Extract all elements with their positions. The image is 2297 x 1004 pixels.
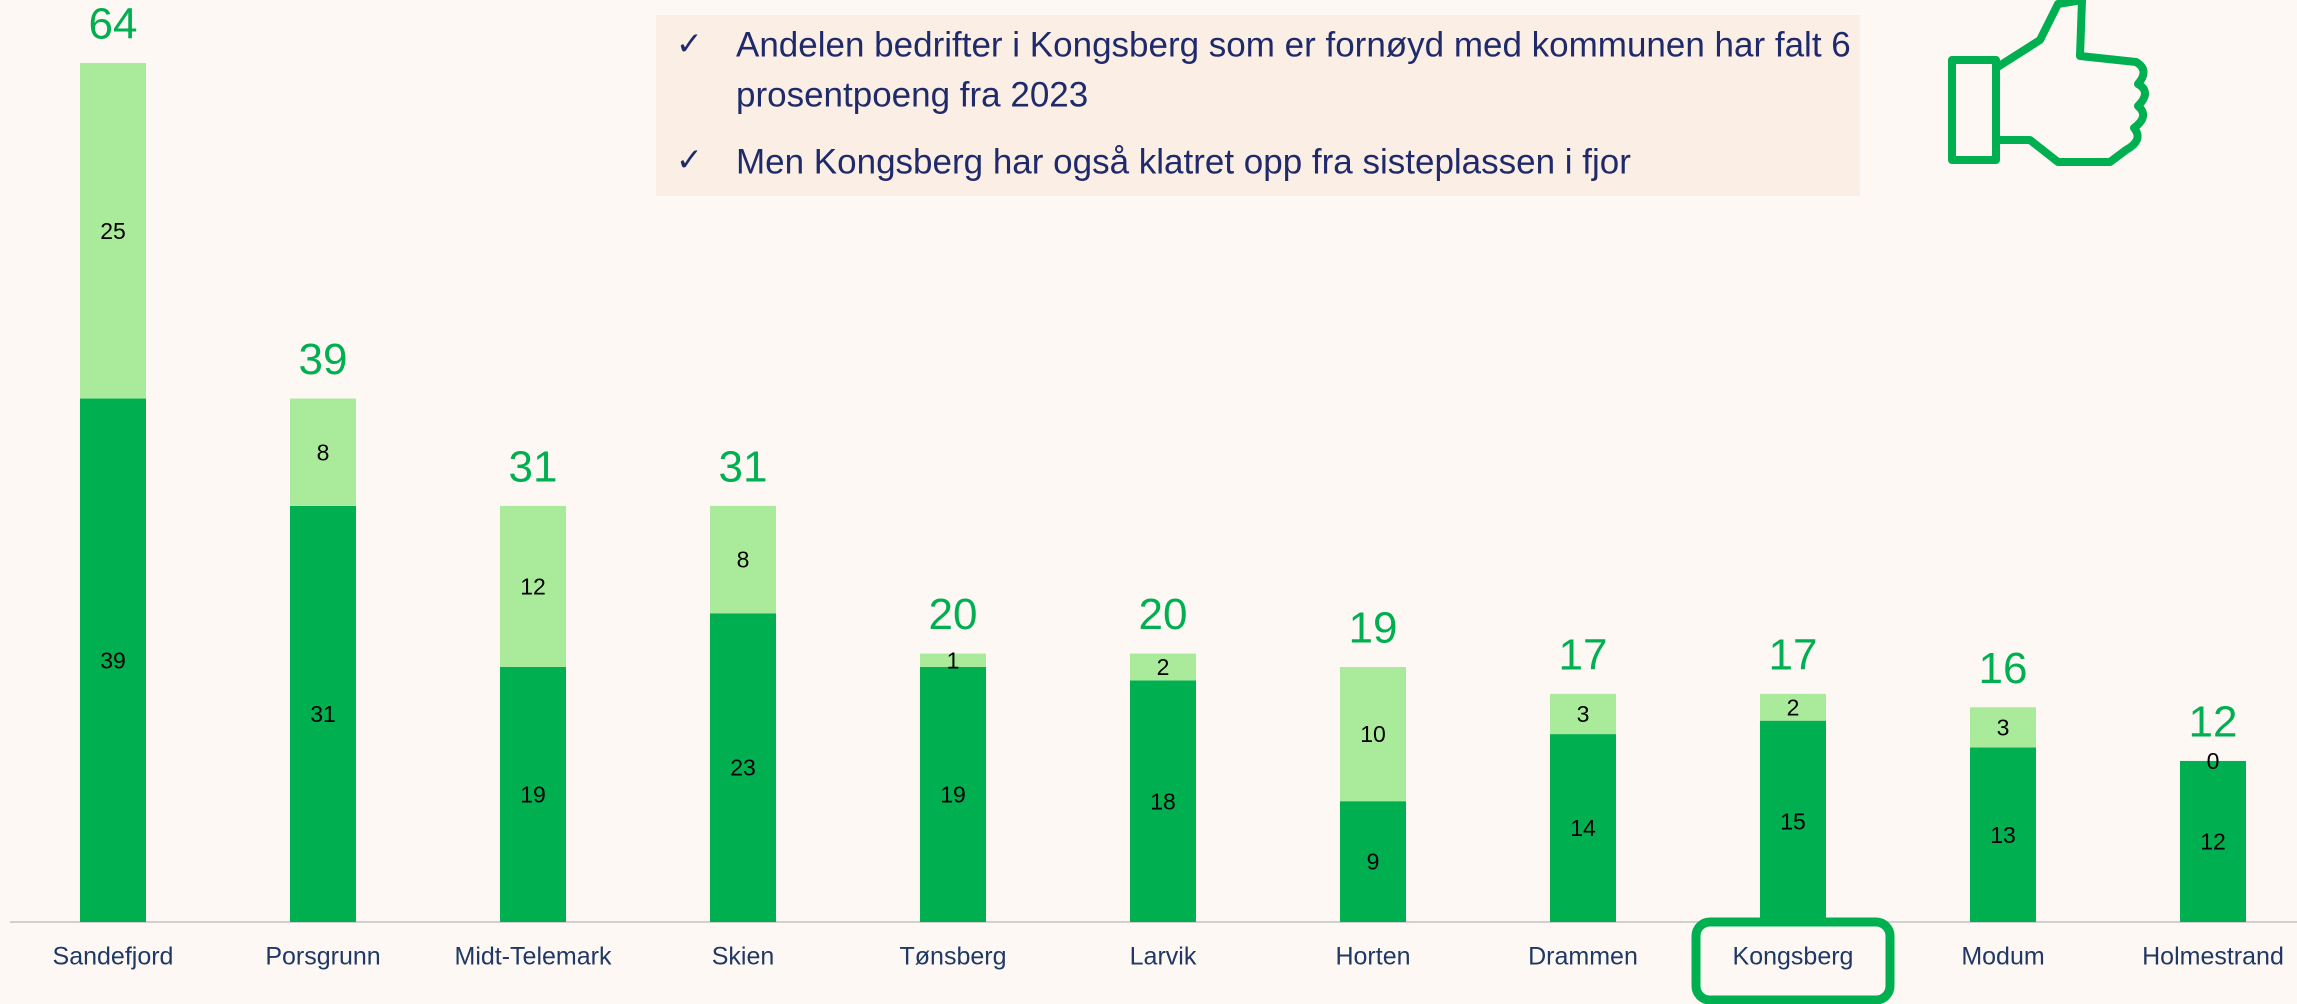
bar-segment (1130, 680, 1196, 922)
value-label: 1 (947, 647, 960, 673)
bar-segment (1130, 653, 1196, 681)
value-label: 39 (100, 647, 126, 673)
annotation: prosentpoeng fra 2023 (736, 75, 1088, 114)
value-label: 12 (520, 574, 546, 600)
bar-segment (1550, 734, 1616, 922)
bar-segment (80, 398, 146, 922)
total-label: 31 (719, 443, 768, 492)
bar-segment (500, 505, 566, 667)
x-tick-label: Holmestrand (2142, 943, 2284, 971)
bar-segment (1760, 693, 1826, 721)
total-label: 17 (1559, 630, 1608, 679)
bar-segment (1970, 747, 2036, 922)
total-label: 20 (1139, 590, 1188, 639)
bar-segment (80, 63, 146, 399)
bar-segment (710, 613, 776, 922)
x-tick-label: Modum (1961, 943, 2044, 971)
total-label: 39 (299, 335, 348, 384)
value-label: 19 (520, 782, 546, 808)
value-label: 31 (310, 701, 336, 727)
x-tick-label: Skien (712, 943, 775, 971)
annotation: Men Kongsberg har også klatret opp fra s… (736, 142, 1631, 181)
value-label: 10 (1360, 721, 1386, 747)
value-label: 13 (1990, 822, 2016, 848)
total-label: 16 (1979, 644, 2028, 693)
bar-segment (1550, 693, 1616, 735)
value-label: 25 (100, 218, 126, 244)
bar-segment (1760, 720, 1826, 922)
value-label: 3 (1577, 701, 1590, 727)
value-label: 8 (317, 439, 330, 465)
value-label: 23 (730, 755, 756, 781)
check-mark: ✓ (676, 25, 703, 61)
x-tick-label: Horten (1335, 943, 1410, 971)
value-label: 9 (1367, 849, 1380, 875)
bar-segment (500, 666, 566, 922)
x-tick-label: Sandefjord (53, 943, 174, 971)
x-tick-label: Kongsberg (1733, 943, 1854, 971)
x-tick-label: Tønsberg (900, 943, 1007, 971)
bar-segment (1970, 707, 2036, 748)
value-label: 14 (1570, 815, 1596, 841)
value-label: 19 (940, 782, 966, 808)
total-label: 64 (89, 0, 138, 49)
value-label: 3 (1997, 714, 2010, 740)
bar-segment (290, 398, 356, 506)
value-label: 2 (1157, 654, 1170, 680)
x-tick-label: Midt-Telemark (455, 943, 612, 971)
value-label: 0 (2207, 748, 2220, 774)
total-label: 19 (1349, 604, 1398, 653)
annotation-box (656, 15, 1860, 196)
x-tick-label: Drammen (1528, 943, 1638, 971)
bar-segment (1340, 801, 1406, 922)
x-tick-label: Porsgrunn (265, 943, 380, 971)
highlight-box (1691, 917, 1895, 1004)
bar-segment (920, 666, 986, 922)
bar-segment (710, 505, 776, 614)
total-label: 17 (1769, 630, 1818, 679)
value-label: 8 (737, 547, 750, 573)
value-label: 12 (2200, 829, 2226, 855)
total-label: 31 (509, 443, 558, 492)
x-tick-label: Larvik (1130, 943, 1197, 971)
value-label: 18 (1150, 788, 1176, 814)
bar-segment (2180, 760, 2246, 922)
check-mark: ✓ (676, 141, 703, 177)
value-label: 15 (1780, 808, 1806, 834)
annotation: Andelen bedrifter i Kongsberg som er for… (736, 25, 1851, 64)
bar-segment (1340, 666, 1406, 802)
value-label: 2 (1787, 694, 1800, 720)
thumbs-up-icon (1948, 0, 2149, 166)
bar-segment (290, 505, 356, 922)
total-label: 20 (929, 590, 978, 639)
bar-segment (920, 653, 986, 667)
total-label: 12 (2189, 698, 2238, 747)
